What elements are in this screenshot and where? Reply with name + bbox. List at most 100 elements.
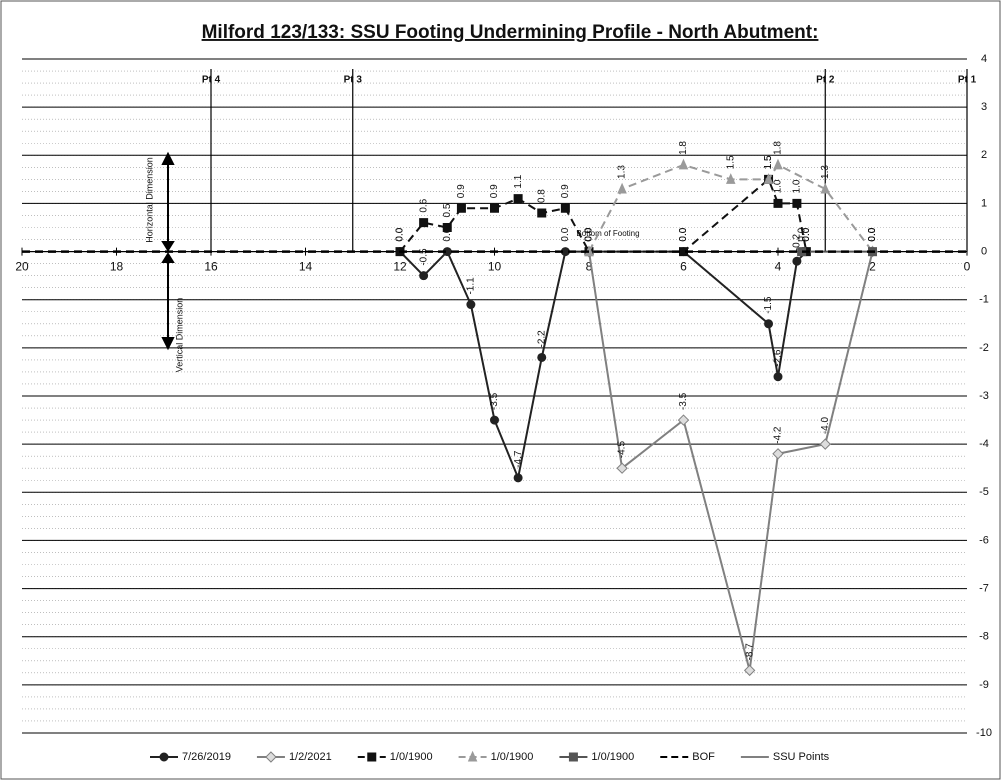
data-label: -4.5 <box>617 441 628 459</box>
point <box>679 247 688 257</box>
legend-marker <box>467 750 478 762</box>
point <box>456 203 466 213</box>
legend-marker <box>159 752 169 762</box>
y-tick-label: -5 <box>979 486 989 498</box>
data-label: 0.0 <box>584 227 595 241</box>
legend-marker <box>265 751 277 763</box>
point <box>466 300 476 310</box>
data-label: -1.1 <box>466 277 477 295</box>
x-tick-label: 20 <box>15 260 29 274</box>
y-tick-label: 2 <box>981 149 987 161</box>
point <box>616 462 628 474</box>
data-label: 0.8 <box>536 189 547 203</box>
legend-label: SSU Points <box>773 751 830 763</box>
series-line <box>588 163 874 253</box>
series-line <box>399 249 808 482</box>
point <box>490 415 499 425</box>
legend-label: 1/2/2021 <box>289 751 332 763</box>
data-label: 0.0 <box>584 227 595 241</box>
data-label: -3.5 <box>489 392 500 410</box>
point <box>419 218 429 228</box>
point <box>513 473 523 483</box>
data-label: 1.0 <box>792 179 803 193</box>
y-tick-label: 1 <box>981 197 987 209</box>
point <box>773 198 783 208</box>
x-tick-label: 8 <box>586 260 593 274</box>
data-label: 0.0 <box>867 227 878 241</box>
ssu-point-label: Pt 4 <box>202 75 221 86</box>
x-tick-label: 10 <box>488 260 502 274</box>
y-tick-label: -9 <box>979 679 989 691</box>
point <box>419 271 429 281</box>
data-label: 1.1 <box>513 174 524 188</box>
y-tick-label: -7 <box>979 582 989 594</box>
legend-label: 7/26/2019 <box>182 751 231 763</box>
data-label: 1.5 <box>763 155 774 169</box>
x-tick-label: 4 <box>775 260 782 274</box>
data-label: -0.5 <box>418 248 429 266</box>
data-label: -3.5 <box>678 392 689 410</box>
legend-label: 1/0/1900 <box>491 751 534 763</box>
y-tick-label: -10 <box>976 727 992 739</box>
y-tick-label: 4 <box>981 53 987 65</box>
ssu-point-label: Pt 1 <box>958 75 977 86</box>
data-label: 0.0 <box>678 227 689 241</box>
y-tick-label: -6 <box>979 534 989 546</box>
point <box>819 438 831 450</box>
point <box>773 158 783 170</box>
legend-marker <box>367 752 377 762</box>
annotation: Horizontal Dimension <box>144 157 154 243</box>
data-label: 0.9 <box>456 184 467 198</box>
legend-label: 1/0/1900 <box>390 751 433 763</box>
data-label: 1.8 <box>678 141 689 155</box>
data-label: 1.5 <box>725 155 736 169</box>
point <box>764 319 774 329</box>
data-label: -1.5 <box>763 296 774 314</box>
ssu-point-label: Pt 3 <box>344 75 363 86</box>
data-label: 0.0 <box>560 227 571 241</box>
x-tick-label: 12 <box>393 260 407 274</box>
data-label: 1.3 <box>820 165 831 179</box>
point <box>743 664 756 677</box>
data-label: 0.0 <box>584 227 595 241</box>
data-label: -4.0 <box>820 416 831 434</box>
point <box>560 203 570 213</box>
data-label: 1.8 <box>773 141 784 155</box>
point <box>792 198 802 208</box>
data-label: -0.2 <box>792 234 803 252</box>
point <box>772 448 784 460</box>
point <box>513 194 523 204</box>
data-label: 0.0 <box>442 227 453 241</box>
y-tick-label: -1 <box>979 294 989 306</box>
data-label: -4.2 <box>773 426 784 444</box>
x-tick-label: 14 <box>299 260 313 274</box>
data-label: -8.7 <box>744 643 755 661</box>
legend-label: BOF <box>692 751 715 763</box>
data-label: -2.2 <box>536 330 547 348</box>
y-tick-label: -3 <box>979 390 989 402</box>
data-label: -4.7 <box>513 450 524 468</box>
data-label: 0.0 <box>796 227 807 241</box>
annotation: Vertical Dimension <box>174 298 184 373</box>
x-tick-label: 18 <box>110 260 124 274</box>
point <box>725 173 736 184</box>
x-tick-label: 6 <box>680 260 687 274</box>
data-label: 0.0 <box>678 227 689 241</box>
y-tick-label: 3 <box>981 101 987 113</box>
data-label: 0.5 <box>442 203 453 217</box>
data-label: 0.0 <box>801 227 812 241</box>
x-tick-label: 2 <box>869 260 876 274</box>
y-tick-label: -8 <box>979 631 989 643</box>
data-label: 0.6 <box>418 198 429 212</box>
point <box>537 352 547 362</box>
y-tick-label: -4 <box>979 438 989 450</box>
legend-marker <box>568 752 578 762</box>
point <box>490 203 499 213</box>
point <box>617 182 627 194</box>
data-label: -2.6 <box>773 349 784 367</box>
data-label: 0.9 <box>489 184 500 198</box>
data-label: 1.0 <box>773 179 784 193</box>
chart-title: Milford 123/133: SSU Footing Undermining… <box>202 22 819 43</box>
